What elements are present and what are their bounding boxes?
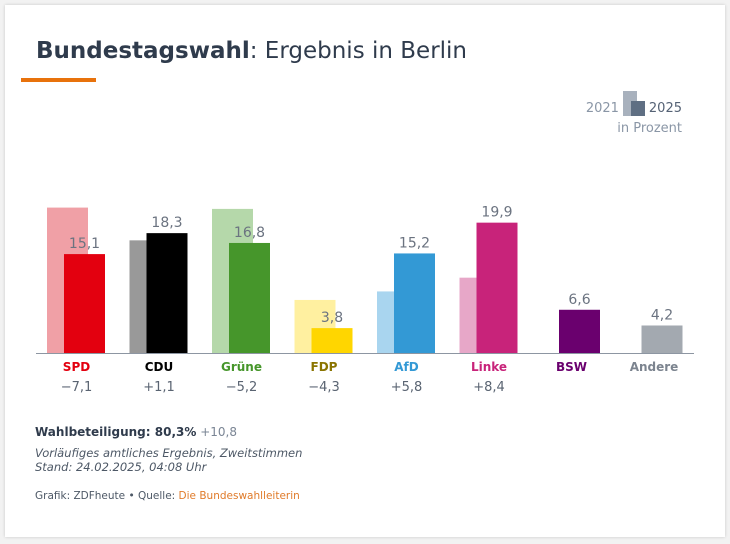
- bar-2025-cdu: [146, 233, 188, 353]
- category-label-linke: Linke: [471, 360, 507, 374]
- turnout-label: Wahlbeteiligung: 80,3%: [35, 425, 197, 439]
- title-underline: [21, 78, 96, 82]
- page-title: Bundestagswahl: Ergebnis in Berlin: [36, 38, 467, 64]
- title-rest: : Ergebnis in Berlin: [249, 38, 468, 64]
- legend-swatch: [622, 91, 645, 116]
- value-label-spd: 15,1: [69, 236, 100, 252]
- category-label-afd: AfD: [394, 360, 419, 374]
- value-label-afd: 15,2: [399, 235, 430, 251]
- source-prefix: Grafik: ZDFheute • Quelle:: [35, 490, 179, 502]
- note-line-1: Vorläufiges amtliches Ergebnis, Zweitsti…: [35, 446, 303, 460]
- bar-2025-linke: [476, 222, 518, 353]
- turnout: Wahlbeteiligung: 80,3% +10,8: [35, 425, 302, 439]
- value-label-linke: 19,9: [481, 205, 512, 221]
- value-label-fdp: 3,8: [321, 310, 343, 326]
- title-bold: Bundestagswahl: [36, 38, 250, 64]
- category-label-cdu: CDU: [145, 360, 174, 374]
- bar-2025-andere: [641, 325, 683, 353]
- change-label-linke: +8,4: [473, 380, 505, 395]
- category-label-bsw: BSW: [556, 360, 587, 374]
- legend-label-2021: 2021: [585, 101, 619, 116]
- change-label-fdp: −4,3: [308, 380, 340, 395]
- chart-card: Bundestagswahl: Ergebnis in Berlin 2021 …: [5, 5, 725, 537]
- value-label-bsw: 6,6: [568, 292, 590, 308]
- bar-2025-fdp: [311, 328, 353, 353]
- note-line-2: Stand: 24.02.2025, 04:08 Uhr: [35, 460, 207, 474]
- value-label-grüne: 16,8: [234, 225, 265, 241]
- change-label-grüne: −5,2: [226, 380, 258, 395]
- category-label-andere: Andere: [630, 360, 679, 374]
- change-label-cdu: +1,1: [143, 380, 175, 395]
- source-link[interactable]: Die Bundeswahlleiterin: [178, 490, 300, 502]
- bar-chart: 15,1 SPD −7,1 18,3 CDU +1,1 16,8 Grüne −5,2 3,8 FD…: [36, 205, 694, 395]
- source-line: Grafik: ZDFheute • Quelle: Die Bundeswah…: [35, 490, 302, 502]
- category-label-grüne: Grüne: [221, 360, 262, 374]
- bar-2025-afd: [394, 253, 435, 353]
- category-label-spd: SPD: [63, 360, 90, 374]
- value-label-andere: 4,2: [651, 307, 673, 323]
- footer: Wahlbeteiligung: 80,3% +10,8 Vorläufiges…: [35, 425, 302, 502]
- change-label-spd: −7,1: [61, 380, 93, 395]
- bar-2025-spd: [64, 254, 105, 353]
- value-label-cdu: 18,3: [151, 215, 182, 231]
- legend-label-2025: 2025: [648, 101, 682, 116]
- legend: 2021 2025 in Prozent: [586, 91, 682, 136]
- category-label-fdp: FDP: [311, 360, 338, 374]
- bar-2025-grüne: [229, 242, 270, 353]
- result-note: Vorläufiges amtliches Ergebnis, Zweitsti…: [35, 446, 302, 474]
- legend-unit: in Prozent: [617, 121, 682, 136]
- change-label-afd: +5,8: [391, 380, 423, 395]
- turnout-delta: +10,8: [200, 425, 237, 439]
- bar-2025-bsw: [559, 309, 600, 353]
- legend-swatch-2025: [630, 101, 645, 116]
